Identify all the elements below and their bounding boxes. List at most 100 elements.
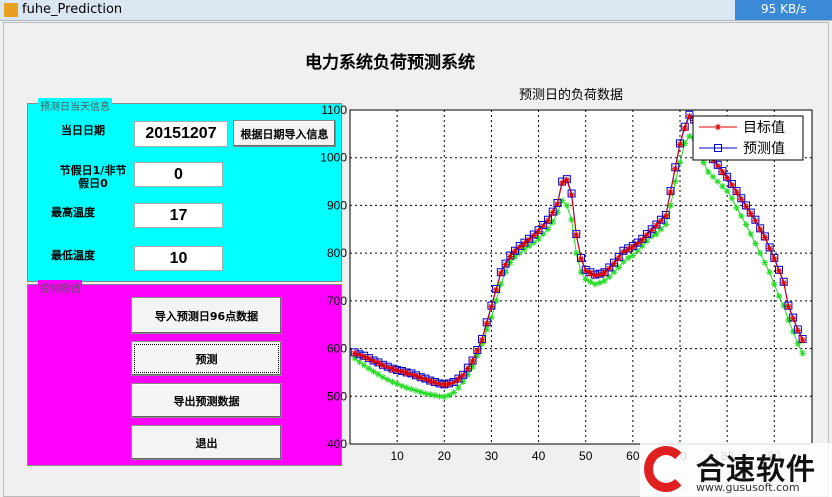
y-tick-label: 600 <box>327 342 347 356</box>
data-point <box>700 159 707 166</box>
data-point <box>672 178 679 185</box>
data-point <box>464 365 472 372</box>
data-point <box>459 372 467 379</box>
data-point <box>478 340 486 347</box>
load-button[interactable]: 导入预测日96点数据 <box>131 297 282 334</box>
data-point <box>540 222 547 230</box>
main-title: 电力系统负荷预测系统 <box>305 53 475 73</box>
field-label: 当日日期 <box>61 124 105 137</box>
data-point <box>752 240 759 247</box>
data-point <box>445 380 453 388</box>
field-label: 最高温度 <box>51 206 95 219</box>
data-point <box>521 246 528 253</box>
data-point <box>521 240 528 247</box>
data-point <box>771 280 778 288</box>
data-point <box>780 302 787 309</box>
panel-title: 预测日当天信息 <box>38 98 112 113</box>
data-point <box>634 247 641 254</box>
data-point <box>756 249 764 257</box>
data-point <box>624 254 632 262</box>
legend-marker <box>714 123 722 131</box>
data-point <box>540 230 547 238</box>
data-point <box>544 217 552 224</box>
x-tick-label: 20 <box>438 449 452 463</box>
data-point <box>535 227 542 235</box>
data-point <box>620 258 627 265</box>
data-point <box>469 363 476 370</box>
data-point <box>634 240 641 247</box>
data-point <box>474 347 481 355</box>
export-button[interactable]: 导出预测数据 <box>131 383 282 418</box>
x-tick-label: 30 <box>485 449 499 463</box>
data-point <box>653 230 660 238</box>
data-point <box>573 231 580 239</box>
field-label: 节假日1/非节假日0 <box>59 164 127 190</box>
data-point <box>738 212 745 220</box>
data-point <box>412 387 420 394</box>
data-point <box>497 269 505 277</box>
data-point <box>370 357 377 365</box>
title-bar: fuhe_Prediction 95 KB/s <box>0 0 832 21</box>
data-point <box>384 363 391 371</box>
data-point <box>492 297 500 305</box>
data-point <box>408 371 415 378</box>
data-point <box>455 375 462 383</box>
y-tick-label: 400 <box>327 437 347 451</box>
data-point <box>582 267 589 274</box>
data-point <box>403 369 410 377</box>
data-point <box>606 273 613 281</box>
data-point <box>615 254 622 262</box>
data-point <box>676 159 684 166</box>
data-point <box>714 162 721 170</box>
data-point <box>747 230 754 238</box>
data-point <box>431 379 439 386</box>
data-point <box>563 176 571 184</box>
data-point <box>643 231 651 239</box>
exit-button[interactable]: 退出 <box>131 425 282 460</box>
y-tick-label: 800 <box>327 246 347 260</box>
data-point <box>488 303 495 310</box>
data-point <box>577 255 585 263</box>
legend-label: 预测值 <box>743 140 785 156</box>
data-point <box>408 385 415 393</box>
data-point <box>577 269 585 276</box>
holiday-field[interactable]: 0 <box>134 162 223 187</box>
data-point <box>488 314 495 321</box>
data-point <box>681 140 688 147</box>
data-point <box>657 217 665 224</box>
data-point <box>747 210 754 217</box>
data-point <box>497 280 505 288</box>
data-point <box>738 196 745 203</box>
data-point <box>351 350 358 357</box>
data-point <box>639 242 646 250</box>
data-point <box>672 165 679 172</box>
data-point <box>554 209 561 216</box>
data-point <box>360 353 368 360</box>
import-button[interactable]: 根据日期导入信息 <box>233 120 336 147</box>
data-point <box>653 222 660 229</box>
predict-button[interactable]: 预测 <box>131 341 282 376</box>
data-point <box>441 393 448 400</box>
data-point <box>686 133 693 140</box>
data-point <box>436 380 443 388</box>
data-point <box>629 252 637 259</box>
data-point <box>606 265 613 272</box>
data-point <box>587 278 594 285</box>
data-point <box>450 389 457 396</box>
data-point <box>535 235 542 243</box>
data-point <box>667 202 674 209</box>
x-tick-label: 60 <box>626 449 640 463</box>
date-field[interactable]: 20151207 <box>134 121 228 147</box>
data-point <box>436 393 443 400</box>
high-temp-field[interactable]: 17 <box>134 203 223 228</box>
data-point <box>426 377 434 385</box>
watermark-url: www.gususoft.com <box>696 481 800 494</box>
data-point <box>705 168 712 176</box>
x-tick-label: 50 <box>579 449 593 463</box>
data-point <box>794 327 802 334</box>
data-point <box>393 380 401 388</box>
data-point <box>507 259 514 266</box>
low-temp-field[interactable]: 10 <box>134 246 223 271</box>
data-point <box>723 174 731 181</box>
